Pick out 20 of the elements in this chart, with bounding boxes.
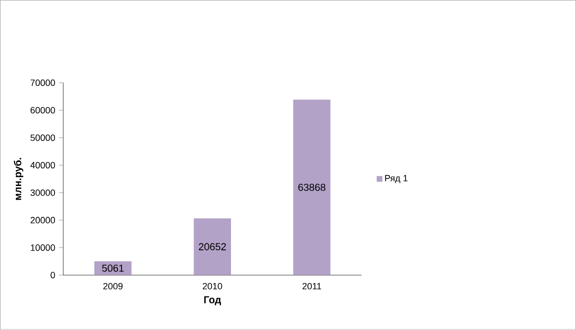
- bar: [194, 218, 231, 276]
- y-tick-label: 10000: [30, 244, 55, 251]
- y-tick-label: 50000: [30, 134, 55, 142]
- y-axis-title: млн.руб.: [14, 158, 24, 200]
- bar: [293, 100, 330, 276]
- data-label: 63868: [298, 184, 326, 192]
- y-tick-label: 60000: [30, 107, 55, 114]
- y-tick-label: 30000: [30, 190, 55, 196]
- data-label: 5061: [102, 264, 124, 272]
- x-axis-title: Год: [204, 296, 222, 306]
- y-tick-label: 70000: [30, 80, 55, 86]
- y-tick-label: 20000: [30, 217, 55, 224]
- legend-label: Ряд 1: [385, 175, 408, 184]
- data-label: 20652: [198, 243, 226, 250]
- x-tick-label: 2010: [202, 283, 222, 290]
- y-tick-label: 40000: [30, 162, 55, 169]
- y-tick-label: 0: [50, 272, 56, 278]
- x-tick-label: 2009: [103, 283, 123, 290]
- x-tick-label: 2011: [302, 283, 322, 290]
- bar: [94, 261, 132, 276]
